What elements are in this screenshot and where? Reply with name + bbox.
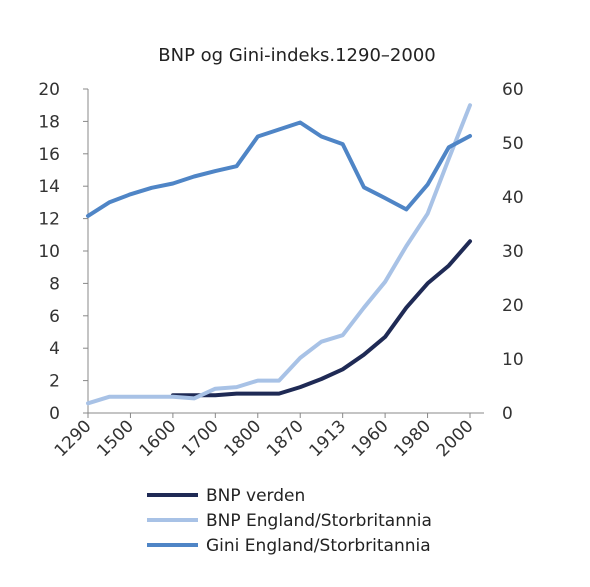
y-left-tick-label: 2 — [49, 372, 60, 392]
x-tick-label: 1600 — [136, 416, 181, 461]
y-left-tick-label: 10 — [38, 242, 60, 262]
y-right-tick-label: 60 — [502, 80, 524, 100]
legend-label: BNP verden — [206, 486, 305, 506]
x-tick-label: 1960 — [348, 416, 393, 461]
legend: BNP verden BNP England/Storbritannia Gini … — [147, 486, 432, 556]
y-left-tick-label: 14 — [38, 177, 60, 197]
legend-label: BNP England/Storbritannia — [206, 511, 432, 531]
series-line-1 — [170, 239, 472, 398]
y-left-tick-label: 6 — [49, 307, 60, 327]
x-tick-label: 1700 — [178, 416, 223, 461]
y-left-tick-label: 18 — [38, 112, 60, 132]
x-tick-label: 1980 — [390, 416, 435, 461]
series-lines — [86, 103, 472, 406]
y-right-tick-label: 20 — [502, 296, 524, 316]
y-right-tick-label: 50 — [502, 134, 524, 154]
legend-label: Gini England/Storbritannia — [206, 536, 431, 556]
y-right-tick-label: 0 — [502, 404, 513, 424]
y-left-tick-label: 0 — [49, 404, 60, 424]
x-tick-label: 1913 — [305, 416, 350, 461]
y-right-tick-label: 30 — [502, 242, 524, 262]
y-left-tick-label: 4 — [49, 339, 60, 359]
x-tick-label: 2000 — [433, 416, 478, 461]
y-left-tick-label: 20 — [38, 80, 60, 100]
y-left-tick-label: 16 — [38, 145, 60, 165]
x-tick-label: 1800 — [221, 416, 266, 461]
y-left-tick-label: 12 — [38, 210, 60, 230]
x-tick-label: 1870 — [263, 416, 308, 461]
y-right-tick-label: 40 — [502, 188, 524, 208]
chart-title: BNP og Gini-indeks.1290–2000 — [158, 45, 435, 66]
y-right-tick-label: 10 — [502, 350, 524, 370]
x-tick-label: 1500 — [93, 416, 138, 461]
series-line-2 — [86, 103, 472, 406]
y-left-tick-label: 8 — [49, 274, 60, 294]
axes: 0246810121416182001020304050601290150016… — [38, 80, 523, 461]
series-line-3 — [86, 120, 472, 218]
